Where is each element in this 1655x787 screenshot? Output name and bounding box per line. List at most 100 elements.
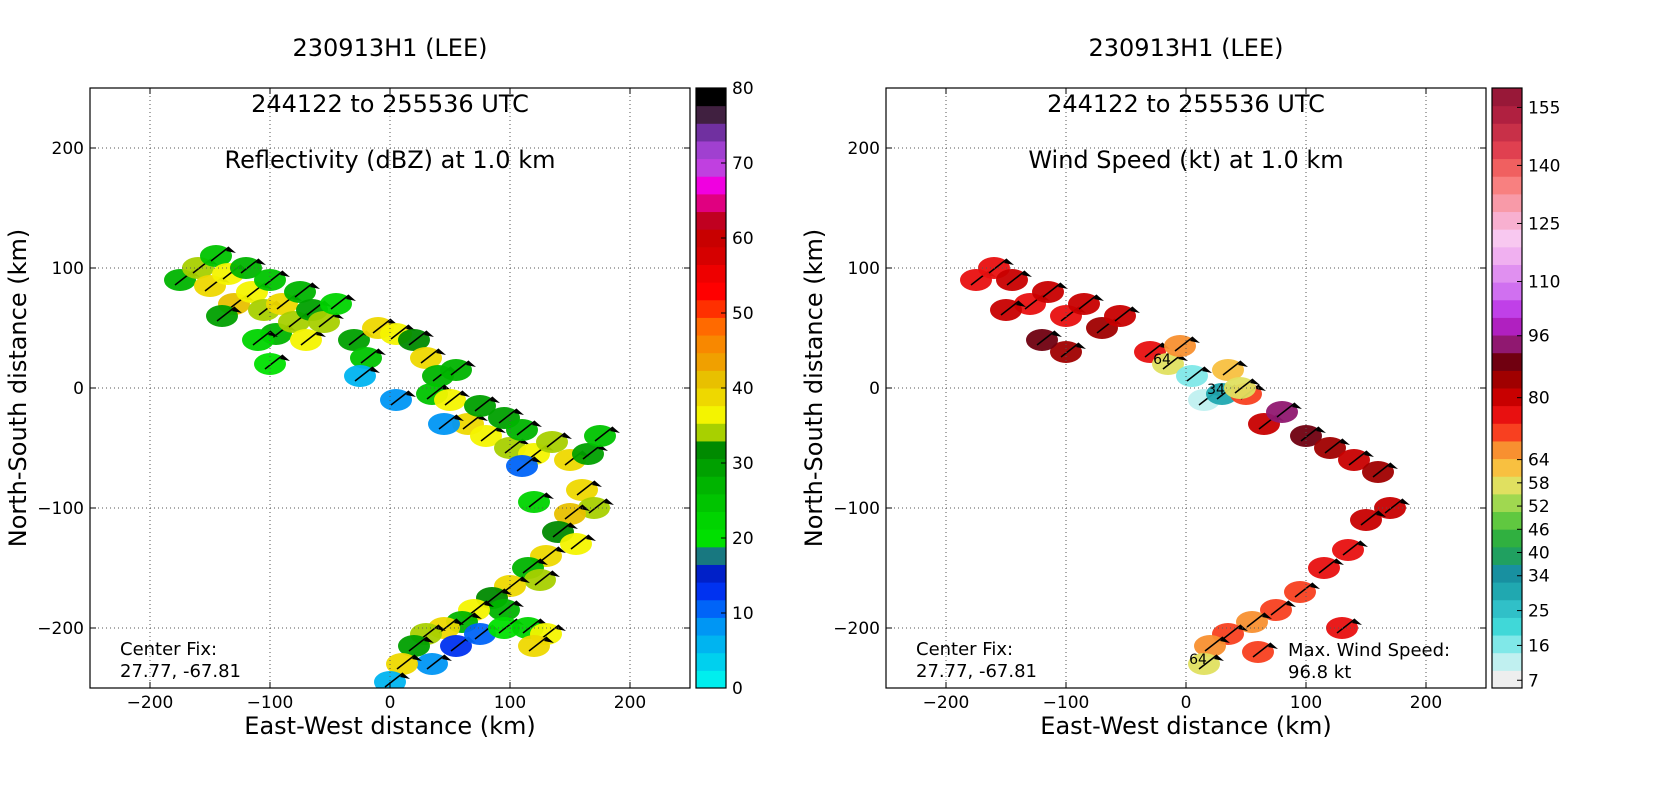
reflectivity-wind-barb — [330, 294, 350, 310]
reflectivity-wind-barb — [390, 390, 410, 406]
wind-speed-colorbar-tick-label: 110 — [1528, 273, 1560, 293]
reflectivity-wind-barb — [300, 330, 320, 346]
wind-speed-center-fix-value: 27.77, -67.81 — [916, 661, 1037, 682]
wind-speed-colorbar-tick-label: 52 — [1528, 497, 1550, 517]
reflectivity-wind-barb-flag — [472, 613, 482, 619]
wind-speed-wind-barb-flag — [1400, 499, 1410, 505]
reflectivity-wind-barb-flag — [532, 421, 542, 427]
reflectivity-wind-barb-flag — [310, 283, 320, 289]
reflectivity-colorbar-segment — [696, 123, 726, 142]
reflectivity-wind-barb — [420, 624, 440, 640]
reflectivity-title: 230913H1 (LEE) 244122 to 255536 UTC Refl… — [90, 6, 690, 202]
wind-speed-colorbar-segment — [1492, 176, 1522, 195]
reflectivity-wind-barb — [216, 306, 236, 322]
reflectivity-colorbar-segment — [696, 282, 726, 301]
reflectivity-wind-barb — [390, 324, 410, 340]
wind-speed-colorbar-segment — [1492, 370, 1522, 389]
wind-speed-wind-barb — [988, 258, 1008, 274]
wind-speed-colorbar-tick-label: 16 — [1528, 636, 1550, 656]
reflectivity-colorbar-segment — [696, 476, 726, 495]
reflectivity-colorbar-segment — [696, 140, 726, 160]
reflectivity-colorbar-segment — [696, 564, 726, 583]
wind-speed-colorbar-segment — [1492, 476, 1522, 495]
reflectivity-colorbar-segment — [696, 299, 726, 318]
reflectivity-wind-barb-flag — [586, 535, 596, 541]
reflectivity-wind-barb-flag — [466, 361, 476, 367]
wind-speed-wind-barb — [1384, 498, 1404, 514]
wind-speed-colorbar-segment — [1492, 388, 1522, 407]
reflectivity-xtick-label: 100 — [494, 693, 526, 713]
reflectivity-wind-barb — [576, 480, 596, 496]
reflectivity-wind-barb — [438, 618, 458, 634]
reflectivity-wind-barb-flag — [370, 367, 380, 373]
wind-speed-colorbar-segment — [1492, 282, 1522, 301]
wind-speed-colorbar-segment — [1492, 493, 1522, 513]
wind-speed-wind-barb-flag — [1094, 295, 1104, 301]
reflectivity-wind-barb — [426, 384, 446, 400]
reflectivity-wind-barb — [384, 672, 404, 688]
reflectivity-wind-barb — [408, 330, 428, 346]
reflectivity-wind-barb-flag — [454, 619, 464, 625]
wind-speed-wind-barb-flag — [1052, 331, 1062, 337]
reflectivity-colorbar-tick-label: 80 — [732, 79, 754, 99]
reflectivity-colorbar-segment — [696, 335, 726, 354]
wind-speed-colorbar-segment — [1492, 352, 1522, 371]
wind-speed-wind-barb — [1078, 294, 1098, 310]
wind-speed-wind-barb-flag — [1250, 379, 1260, 385]
wind-speed-colorbar-tick-label: 7 — [1528, 671, 1539, 691]
wind-speed-ytick-label: 100 — [848, 259, 880, 279]
reflectivity-field — [164, 245, 620, 688]
reflectivity-title-line3: Reflectivity (dBZ) at 1.0 km — [224, 146, 556, 174]
wind-speed-wind-barb — [1006, 270, 1026, 286]
wind-speed-colorbar: 7 16 25 34 40 46 52 58 64 80 96 110 125 140 155 — [1491, 87, 1560, 691]
wind-speed-colorbar-segment — [1492, 670, 1522, 689]
wind-speed-xtick-label: −100 — [1043, 693, 1090, 713]
wind-speed-colorbar-segment — [1492, 335, 1522, 354]
wind-speed-wind-barb-flag — [1334, 559, 1344, 565]
wind-speed-wind-barb-flag — [1238, 361, 1248, 367]
wind-speed-wind-barb — [1060, 342, 1080, 358]
wind-speed-colorbar-tick-label: 80 — [1528, 389, 1550, 409]
reflectivity-wind-barb-flag — [544, 493, 554, 499]
reflectivity-ytick-label: 100 — [52, 259, 84, 279]
reflectivity-plot: −200 −100 0 100 200−200−1000100200East-West … — [4, 79, 754, 740]
wind-speed-wind-barb — [1276, 402, 1296, 418]
reflectivity-wind-barb — [552, 522, 572, 538]
wind-speed-colorbar-segment — [1492, 88, 1522, 107]
wind-speed-colorbar-segment — [1492, 246, 1522, 265]
wind-speed-wind-barb-flag — [1310, 583, 1320, 589]
reflectivity-field-cell — [374, 671, 406, 688]
wind-speed-wind-barb — [1342, 540, 1362, 556]
reflectivity-wind-barb — [498, 600, 518, 616]
reflectivity-wind-barb-flag — [406, 391, 416, 397]
wind-speed-wind-barb — [1252, 642, 1272, 658]
reflectivity-title-line2: 244122 to 255536 UTC — [251, 90, 529, 118]
reflectivity-wind-barb — [594, 426, 614, 442]
reflectivity-wind-barb — [426, 654, 446, 670]
reflectivity-wind-barb-flag — [496, 427, 506, 433]
reflectivity-center-fix-value: 27.77, -67.81 — [120, 661, 241, 682]
wind-speed-ylabel: North-South distance (km) — [800, 229, 828, 548]
wind-speed-wind-barb-flag — [1268, 643, 1278, 649]
reflectivity-wind-barb-flag — [568, 523, 578, 529]
wind-speed-xtick-label: 100 — [1290, 693, 1322, 713]
reflectivity-wind-barb-flag — [550, 571, 560, 577]
reflectivity-colorbar-segment — [696, 582, 726, 601]
reflectivity-ytick-label: 200 — [52, 139, 84, 159]
reflectivity-colorbar-segment — [696, 617, 726, 636]
reflectivity-wind-barb-flag — [580, 505, 590, 511]
reflectivity-wind-barb — [540, 546, 560, 562]
reflectivity-wind-barb-flag — [376, 349, 386, 355]
reflectivity-wind-barb-flag — [556, 547, 566, 553]
reflectivity-colorbar-segment — [696, 529, 726, 548]
reflectivity-wind-barb-flag — [412, 655, 422, 661]
reflectivity-colorbar-segment — [696, 317, 726, 336]
reflectivity-center-fix-label: Center Fix: — [120, 639, 217, 660]
reflectivity-wind-barb-flag — [544, 637, 554, 643]
reflectivity-colorbar-segment — [696, 511, 726, 530]
wind-speed-wind-barb — [1036, 330, 1056, 346]
reflectivity-wind-barb-flag — [400, 673, 410, 679]
wind-speed-colorbar-segment — [1492, 529, 1522, 548]
reflectivity-wind-barb — [534, 570, 554, 586]
reflectivity-ytick-label: −200 — [37, 619, 84, 639]
